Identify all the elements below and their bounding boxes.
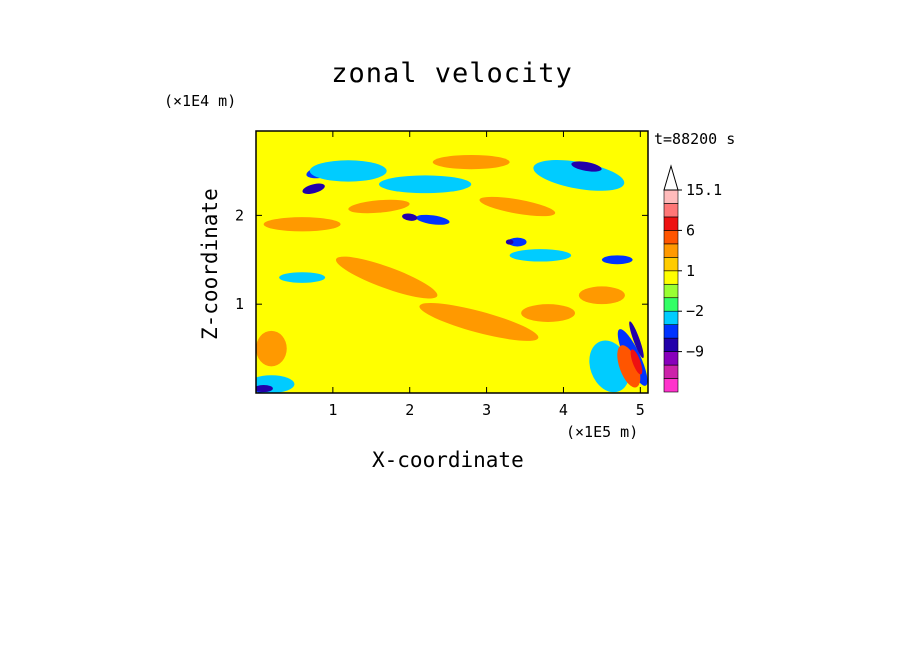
colorbar-segment [663, 270, 679, 285]
contour-region [629, 321, 644, 359]
contour-region [505, 239, 514, 245]
time-annotation: t=88200 s [654, 130, 736, 148]
colorbar-segment [663, 297, 679, 312]
contour-region [432, 154, 510, 170]
colorbar-label: 1 [686, 262, 695, 280]
contour-region [578, 286, 625, 305]
x-tick-label: 1 [328, 401, 337, 419]
contour-region [509, 249, 572, 262]
contour-region [508, 237, 527, 247]
colorbar-segment [663, 243, 679, 258]
colorbar-segment [663, 257, 679, 272]
x-tick-label: 2 [405, 401, 414, 419]
contour-region [335, 256, 438, 299]
colorbar-segment [663, 189, 679, 204]
contour-region [263, 217, 341, 232]
x-axis-label: X-coordinate [372, 448, 524, 472]
colorbar-extend-arrow [663, 164, 679, 191]
y-axis: 12 [235, 206, 648, 313]
y-axis-unit: (×1E4 m) [164, 92, 237, 110]
colorbar-segment [663, 310, 679, 325]
colorbar-label: 6 [686, 221, 695, 239]
colorbar-segment [663, 230, 679, 245]
colorbar: 15.1 6 1 −2 −9 [663, 164, 722, 393]
contour-region [571, 161, 602, 172]
x-axis: 1 2 3 4 5 [328, 131, 645, 419]
contour-region [279, 272, 326, 283]
colorbar-segment [663, 216, 679, 231]
x-tick-label: 3 [482, 401, 491, 419]
colorbar-segment [663, 378, 679, 393]
contour-region [419, 302, 539, 341]
colorbar-segment [663, 203, 679, 218]
contour-region [348, 199, 410, 214]
contour-region [416, 214, 450, 225]
contour-region [256, 330, 287, 367]
x-tick-label: 4 [559, 401, 568, 419]
colorbar-segment [663, 351, 679, 366]
y-tick-label: 2 [235, 206, 244, 224]
colorbar-label: −9 [686, 343, 704, 361]
chart-title: zonal velocity [331, 58, 573, 89]
contour-region [533, 160, 625, 191]
y-tick-label: 1 [235, 295, 244, 313]
colorbar-segment [663, 324, 679, 339]
contour-field [256, 131, 648, 393]
contour-region [601, 255, 633, 265]
x-axis-unit: (×1E5 m) [566, 423, 639, 441]
contour-region [630, 349, 643, 375]
contour-region [617, 345, 641, 388]
contour-region [402, 213, 418, 221]
plot-frame [255, 130, 649, 394]
colorbar-label: 15.1 [686, 181, 722, 199]
colorbar-segment [663, 337, 679, 352]
contour-region [256, 385, 273, 393]
contour-region [521, 304, 575, 322]
x-tick-label: 5 [636, 401, 645, 419]
contour-region [378, 175, 472, 194]
colorbar-segment [663, 283, 679, 299]
colorbar-segment [663, 364, 679, 379]
contour-region [302, 183, 325, 194]
contour-region [479, 196, 556, 217]
colorbar-label: −2 [686, 302, 704, 320]
contour-region [309, 160, 387, 182]
